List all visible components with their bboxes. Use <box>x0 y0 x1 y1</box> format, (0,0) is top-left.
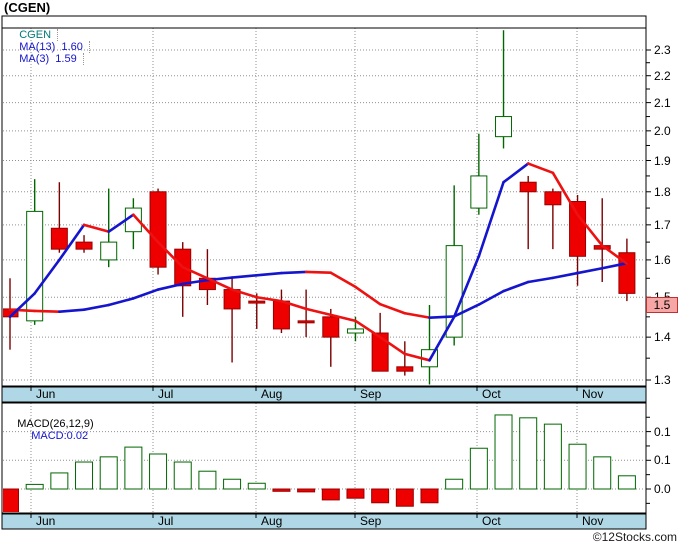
month-label-oct: Oct <box>482 387 501 401</box>
macd-bar <box>124 446 143 490</box>
month-label-jul: Jul <box>158 387 174 401</box>
price-tick-label: 1.8 <box>654 184 671 199</box>
macd-bar <box>543 423 562 490</box>
macd-bar <box>149 453 168 490</box>
macd-legend: MACD(26,12,9) MACD:0.02 <box>5 406 94 454</box>
watermark: ©12Stocks.com <box>592 530 677 544</box>
macd-bar <box>445 478 464 490</box>
candle-up <box>26 210 44 322</box>
ticker-symbol: CGEN <box>16 29 59 41</box>
main-chart-legend: CGEN MA(13) 1.60 MA(3) 1.59 <box>4 17 90 65</box>
price-tick-label: 2.2 <box>654 68 671 83</box>
candle-down <box>272 300 290 330</box>
macd-bar <box>247 482 266 490</box>
candle-down <box>519 181 537 193</box>
month-label-sep: Sep <box>360 514 382 528</box>
macd-bar <box>593 456 612 490</box>
month-label-jun: Jun <box>36 514 56 528</box>
candle-down <box>569 201 587 257</box>
price-tick-label: 1.3 <box>654 373 671 387</box>
macd-bar <box>3 488 19 512</box>
macd-params-label: MACD(26,12,9) <box>17 418 94 430</box>
candle-up <box>495 116 513 138</box>
month-label-nov: Nov <box>582 387 604 401</box>
ma13-legend: MA(13) 1.60 <box>16 41 90 53</box>
month-label-jul: Jul <box>158 514 174 528</box>
month-label-aug: Aug <box>261 387 283 401</box>
macd-bar <box>223 478 242 490</box>
macd-bar <box>50 472 69 490</box>
macd-bar <box>25 483 44 490</box>
candle-up <box>470 175 488 209</box>
candle-down <box>149 191 167 268</box>
candle-down <box>297 320 315 324</box>
macd-bar <box>321 488 340 501</box>
candle-down <box>371 332 389 372</box>
macd-bar <box>99 456 118 490</box>
macd-bar <box>198 470 217 490</box>
candle-down <box>322 316 340 338</box>
price-tick-label: 1.6 <box>654 252 671 267</box>
page-title: (CGEN) <box>4 0 51 15</box>
candle-down <box>248 300 266 304</box>
candle-down <box>50 227 68 250</box>
macd-tick-label: 0.0 <box>654 482 671 496</box>
candle-down <box>75 241 93 250</box>
month-label-oct: Oct <box>482 514 501 528</box>
ma3-legend: MA(3) 1.59 <box>16 53 84 65</box>
month-label-jun: Jun <box>36 387 56 401</box>
macd-bar <box>75 461 94 490</box>
macd-bar <box>494 414 513 490</box>
price-tick-label: 1.4 <box>654 330 671 345</box>
candle-up <box>346 328 364 334</box>
macd-bar <box>346 488 365 499</box>
macd-bar <box>420 488 439 504</box>
macd-tick-label: 0.1 <box>654 453 671 468</box>
macd-bar <box>469 447 488 490</box>
macd-tick-label: 0.1 <box>654 424 671 439</box>
macd-bar <box>371 488 390 504</box>
macd-value-label: MACD:0.02 <box>31 430 89 442</box>
macd-histogram <box>3 414 636 512</box>
macd-bar <box>617 475 636 490</box>
month-label-aug: Aug <box>261 514 283 528</box>
macd-bar <box>297 488 316 493</box>
month-label-nov: Nov <box>582 514 604 528</box>
candle-down <box>396 366 414 372</box>
candle-up <box>445 245 463 338</box>
ma3-line <box>8 162 629 362</box>
macd-bar <box>568 443 587 490</box>
price-tick-label: 2.1 <box>654 95 671 110</box>
price-tick-label: 1.7 <box>654 217 671 232</box>
price-tick-label: 2.0 <box>654 123 671 138</box>
last-price-tag: 1.5 <box>646 297 678 313</box>
candle-up <box>100 241 118 261</box>
ma13-line <box>8 261 629 319</box>
candle-down <box>544 191 562 206</box>
price-tick-label: 2.3 <box>654 43 671 57</box>
macd-bar <box>173 461 192 490</box>
macd-bar <box>395 488 414 507</box>
price-tick-label: 1.9 <box>654 153 671 168</box>
macd-bar <box>519 417 538 490</box>
month-label-sep: Sep <box>360 387 382 401</box>
macd-bar <box>272 488 291 492</box>
candles <box>3 30 636 385</box>
